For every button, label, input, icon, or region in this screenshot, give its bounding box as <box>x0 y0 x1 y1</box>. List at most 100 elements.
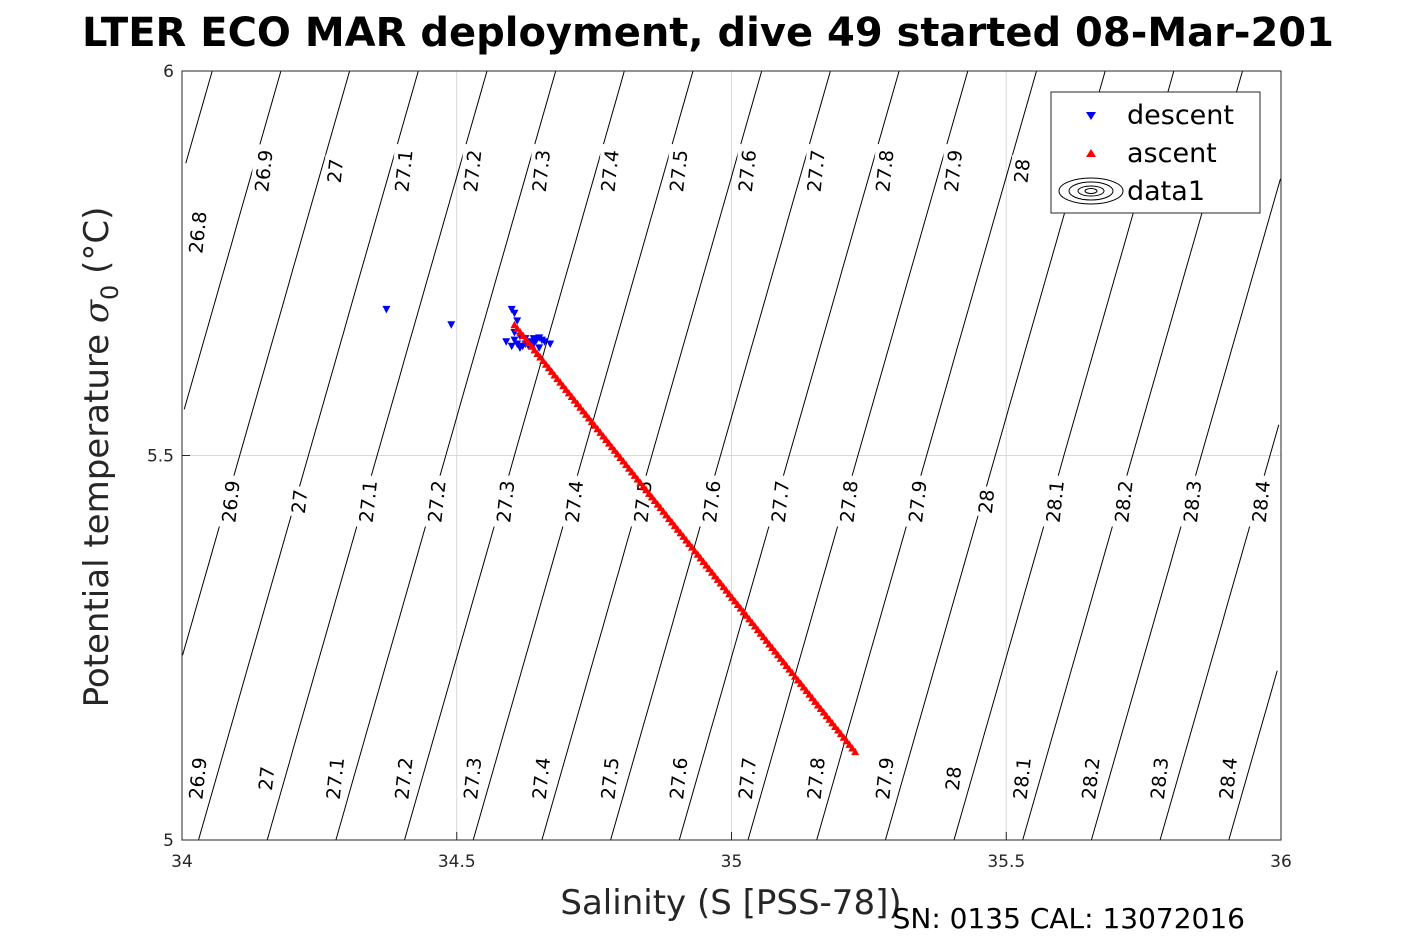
contour-label-text: 28.1 <box>1010 756 1036 800</box>
x-axis-title: Salinity (S [PSS-78]) <box>560 883 901 923</box>
contour-label-bg <box>183 205 212 260</box>
contour-label: 27.2 <box>422 474 451 529</box>
contour-label-text: 27.1 <box>356 479 382 523</box>
contour-label-text: 27.9 <box>872 756 898 800</box>
contour-label: 27.3 <box>491 474 519 529</box>
contour-label-text: 27.4 <box>597 149 623 193</box>
descent-point <box>546 340 555 348</box>
contour-label-bg <box>697 474 725 529</box>
contour-label-bg <box>354 474 382 529</box>
contour-label-text: 27.3 <box>493 479 519 523</box>
chart-title: LTER ECO MAR deployment, dive 49 started… <box>82 10 1334 56</box>
contour-label: 27.4 <box>527 751 555 806</box>
contour-label: 27.8 <box>870 143 899 198</box>
y-axis-title-subscript: 0 <box>96 285 124 300</box>
descent-point <box>510 336 519 345</box>
contour-label-text: 27.4 <box>529 756 555 800</box>
contour-label-bg <box>733 751 761 806</box>
contour-label-text: 27 <box>324 158 348 184</box>
contour-label-bg <box>870 143 899 198</box>
descent-point <box>540 338 549 346</box>
contour-label: 28.3 <box>1178 474 1206 529</box>
contour-label-text: 27.9 <box>905 479 931 523</box>
isopycnal-line <box>182 70 351 656</box>
contour-label: 27.4 <box>595 143 624 198</box>
contour-label-bg <box>249 143 278 198</box>
contour-label: 27.1 <box>354 474 382 529</box>
descent-point <box>447 321 456 329</box>
contour-label-bg <box>1145 751 1173 806</box>
contour-label: 27.9 <box>903 474 931 529</box>
contour-label: 27.4 <box>560 474 588 529</box>
contour-label-bg <box>286 485 312 518</box>
legend: descent ascent data1 <box>1050 91 1261 214</box>
descent-point <box>529 340 538 348</box>
contour-label: 27.7 <box>802 143 830 198</box>
contour-label-bg <box>940 762 966 795</box>
contour-label-text: 27.8 <box>836 479 862 523</box>
contour-labels: 26.8 26.9 27 27.1 27.2 27.3 27.4 27.5 27.6 27.7 27… <box>183 143 1275 806</box>
contour-label-text: 27.3 <box>529 149 555 193</box>
isopycnal-line <box>404 70 625 841</box>
y-axis-title-unit: (°C) <box>77 207 117 285</box>
contour-label-text: 27.8 <box>804 756 830 800</box>
contour-label: 27 <box>286 485 312 518</box>
ascent-series <box>510 320 860 756</box>
contour-label-bg <box>321 751 349 806</box>
legend-descent-marker <box>1086 112 1096 120</box>
contour-label: 27.8 <box>834 474 863 529</box>
y-axis-title: Potential temperature σ0 (°C) <box>77 207 124 708</box>
contour-label-text: 27.6 <box>699 479 725 523</box>
y-tick-label: 6 <box>163 62 174 82</box>
contour-label-bg <box>802 143 830 198</box>
contour-label: 27.9 <box>939 143 967 198</box>
contour-label: 28.4 <box>1247 474 1275 529</box>
contour-label-text: 27.7 <box>804 149 830 193</box>
contour-label-text: 26.8 <box>185 210 211 254</box>
isopycnal-line <box>541 70 763 841</box>
contour-label: 28.3 <box>1145 751 1173 806</box>
isopycnal-line <box>185 70 213 164</box>
contour-label-bg <box>802 751 830 806</box>
contour-label-bg <box>1214 751 1242 806</box>
y-axis-title-sigma: σ <box>77 299 117 323</box>
contour-label-text: 27.4 <box>562 479 588 523</box>
x-tick-label: 35 <box>721 852 743 872</box>
isopycnal-line <box>335 70 557 841</box>
contour-label-text: 27.2 <box>424 479 450 523</box>
contour-label-text: 28.3 <box>1180 479 1206 523</box>
contour-label-bg <box>527 751 555 806</box>
contour-label-text: 27.5 <box>666 149 692 193</box>
serial-calibration-footer: SN: 0135 CAL: 13072016 <box>893 902 1245 935</box>
contour-label-bg <box>458 751 486 806</box>
contour-label-bg <box>1009 154 1035 187</box>
contour-label: 28.4 <box>1214 751 1242 806</box>
contour-label-text: 26.9 <box>251 149 277 193</box>
contour-label-bg <box>1076 751 1105 806</box>
contour-label: 28.2 <box>1109 474 1138 529</box>
contour-label-bg <box>973 485 999 518</box>
contour-label-text: 27.6 <box>735 149 761 193</box>
contour-label: 27 <box>322 154 348 187</box>
contour-label: 27.2 <box>458 143 486 198</box>
contour-label-bg <box>733 143 761 198</box>
contour-label-bg <box>595 143 624 198</box>
contour-label-bg <box>322 154 348 187</box>
contour-label: 27.1 <box>321 751 349 806</box>
contour-label-bg <box>595 751 624 806</box>
descent-point <box>510 309 519 318</box>
contour-label: 27.1 <box>389 143 418 198</box>
contour-label-text: 28.2 <box>1111 479 1137 523</box>
contour-label-text: 28.3 <box>1147 756 1173 800</box>
contour-label: 28.1 <box>1008 751 1036 806</box>
y-axis-title-main: Potential temperature <box>77 323 117 707</box>
contour-label-bg <box>664 751 692 806</box>
isopycnal-line <box>678 70 900 841</box>
contour-label: 28 <box>1009 154 1035 187</box>
contour-label-bg <box>903 474 931 529</box>
legend-ascent-label: ascent <box>1127 138 1217 169</box>
contour-label-bg <box>491 474 519 529</box>
contour-label: 27.6 <box>664 751 692 806</box>
y-axis-ticks: 55.56 <box>147 62 190 851</box>
descent-point <box>535 344 544 352</box>
